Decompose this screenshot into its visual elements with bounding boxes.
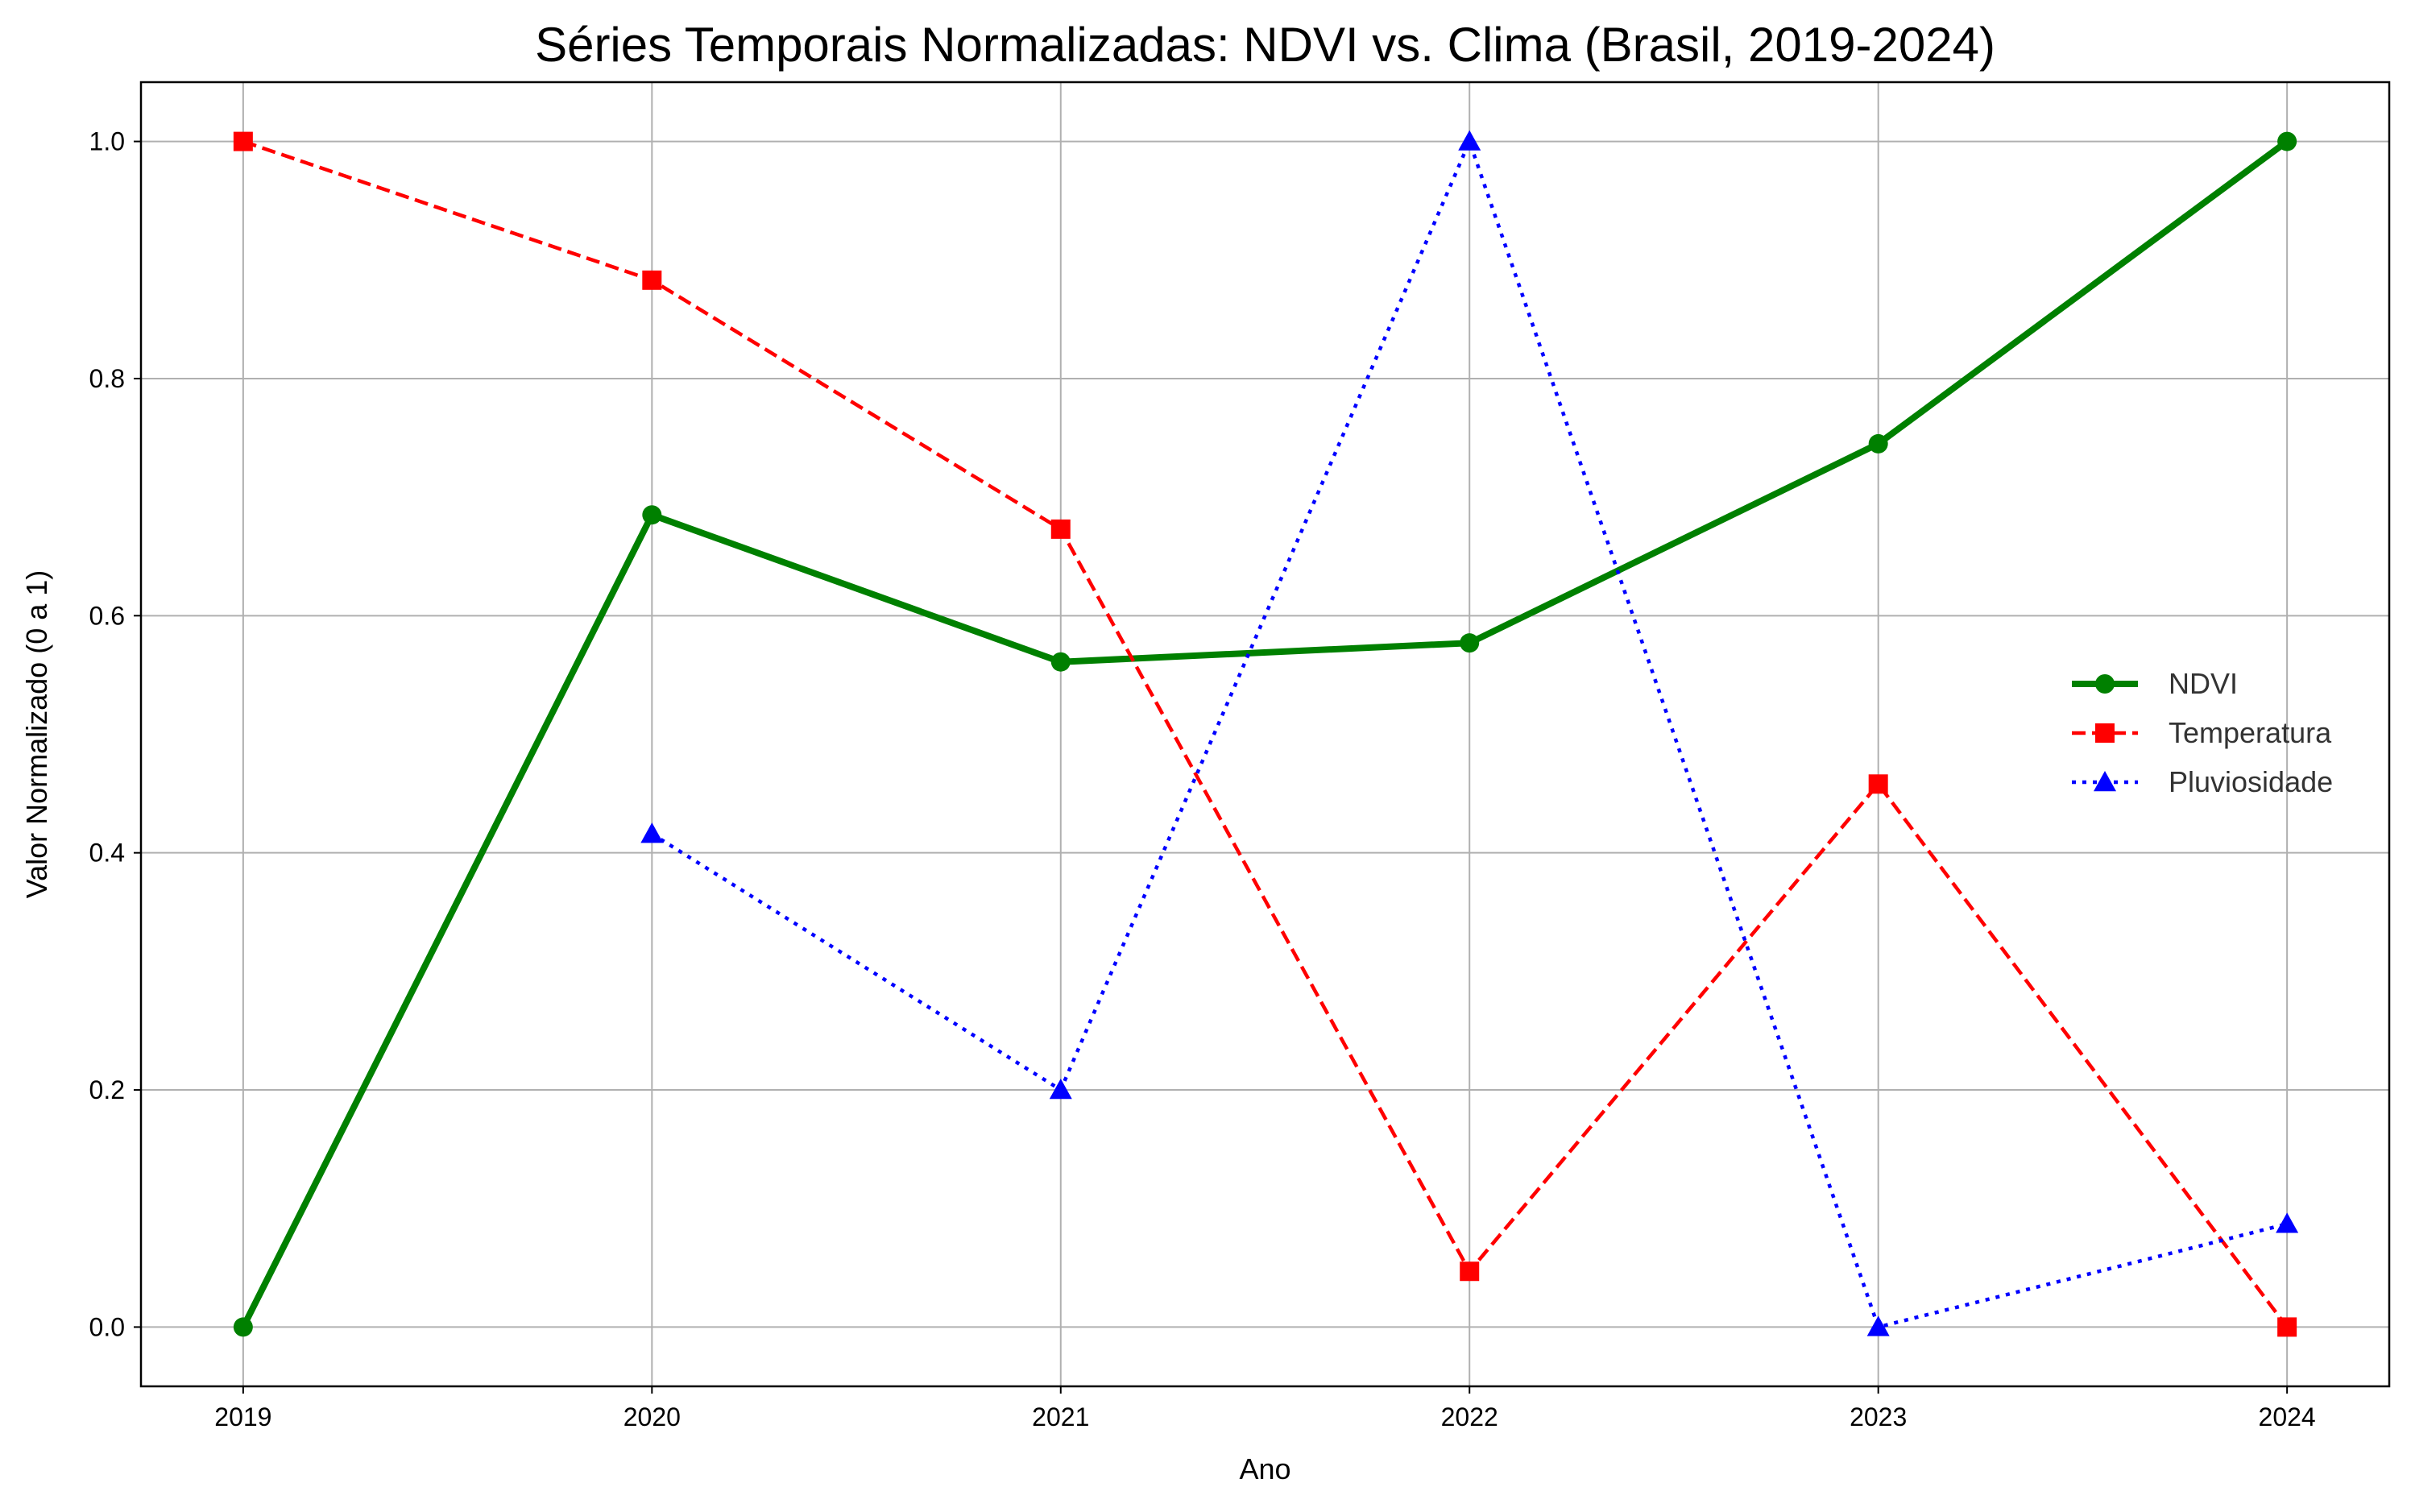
y-tick-label: 0.6 (89, 601, 125, 630)
y-tick-label: 0.0 (89, 1312, 125, 1341)
legend-entry-temperatura: Temperatura (2072, 716, 2332, 749)
pluviosidade-point (2276, 1212, 2299, 1233)
legend-entry-pluviosidade: Pluviosidade (2072, 765, 2333, 798)
plot-frame (139, 81, 2391, 1388)
ndvi-line (240, 139, 2289, 1329)
x-axis-label: Ano (1239, 1452, 1290, 1485)
y-tick-label: 0.2 (89, 1075, 125, 1104)
temperatura-line (242, 139, 2289, 1328)
ndvi-point (1050, 652, 1071, 672)
temperatura-point (233, 131, 253, 151)
series-layer (233, 130, 2299, 1337)
legend-marker-temperatura (2095, 723, 2115, 743)
legend-label-temperatura: Temperatura (2169, 716, 2332, 749)
x-tick-label: 2019 (214, 1402, 271, 1431)
pluviosidade-point (640, 822, 664, 843)
ndvi-point (233, 1317, 253, 1337)
ndvi-point (1868, 433, 1888, 454)
ndvi-point (2277, 131, 2297, 151)
y-tick-label: 1.0 (89, 127, 125, 156)
chart-title: Séries Temporais Normalizadas: NDVI vs. … (535, 18, 1995, 72)
series-ndvi (233, 131, 2297, 1337)
ticks: 2019 2020 2021 2022 2023 2024 0.0 0.2 0.4 0.6 0.8 1… (89, 127, 2316, 1431)
x-tick-label: 2023 (1850, 1402, 1907, 1431)
ndvi-point (1460, 633, 1480, 653)
x-tick-label: 2021 (1032, 1402, 1089, 1431)
y-tick-label: 0.4 (89, 839, 125, 868)
pluviosidade-point (1866, 1315, 1890, 1336)
y-axis-label: Valor Normalizado (0 a 1) (20, 570, 53, 899)
temperatura-point (2277, 1317, 2297, 1337)
pluviosidade-point (1049, 1079, 1072, 1100)
y-tick-label: 0.8 (89, 364, 125, 393)
legend-label-ndvi: NDVI (2169, 667, 2238, 700)
ndvi-point (642, 505, 662, 525)
temperatura-point (1460, 1261, 1480, 1282)
x-tick-label: 2022 (1441, 1402, 1498, 1431)
temperatura-point (642, 270, 662, 290)
temperatura-point (1050, 519, 1071, 539)
legend: NDVI Temperatura Pluviosidade (2072, 667, 2333, 798)
x-tick-label: 2024 (2259, 1402, 2316, 1431)
series-temperatura (233, 131, 2297, 1337)
pluviosidade-point (1458, 130, 1481, 151)
legend-label-pluviosidade: Pluviosidade (2169, 765, 2333, 798)
x-tick-label: 2020 (623, 1402, 681, 1431)
legend-marker-pluviosidade (2094, 771, 2116, 792)
temperatura-point (1868, 774, 1888, 794)
legend-marker-ndvi (2095, 674, 2115, 694)
series-pluviosidade (640, 130, 2299, 1336)
legend-entry-ndvi: NDVI (2072, 667, 2238, 700)
